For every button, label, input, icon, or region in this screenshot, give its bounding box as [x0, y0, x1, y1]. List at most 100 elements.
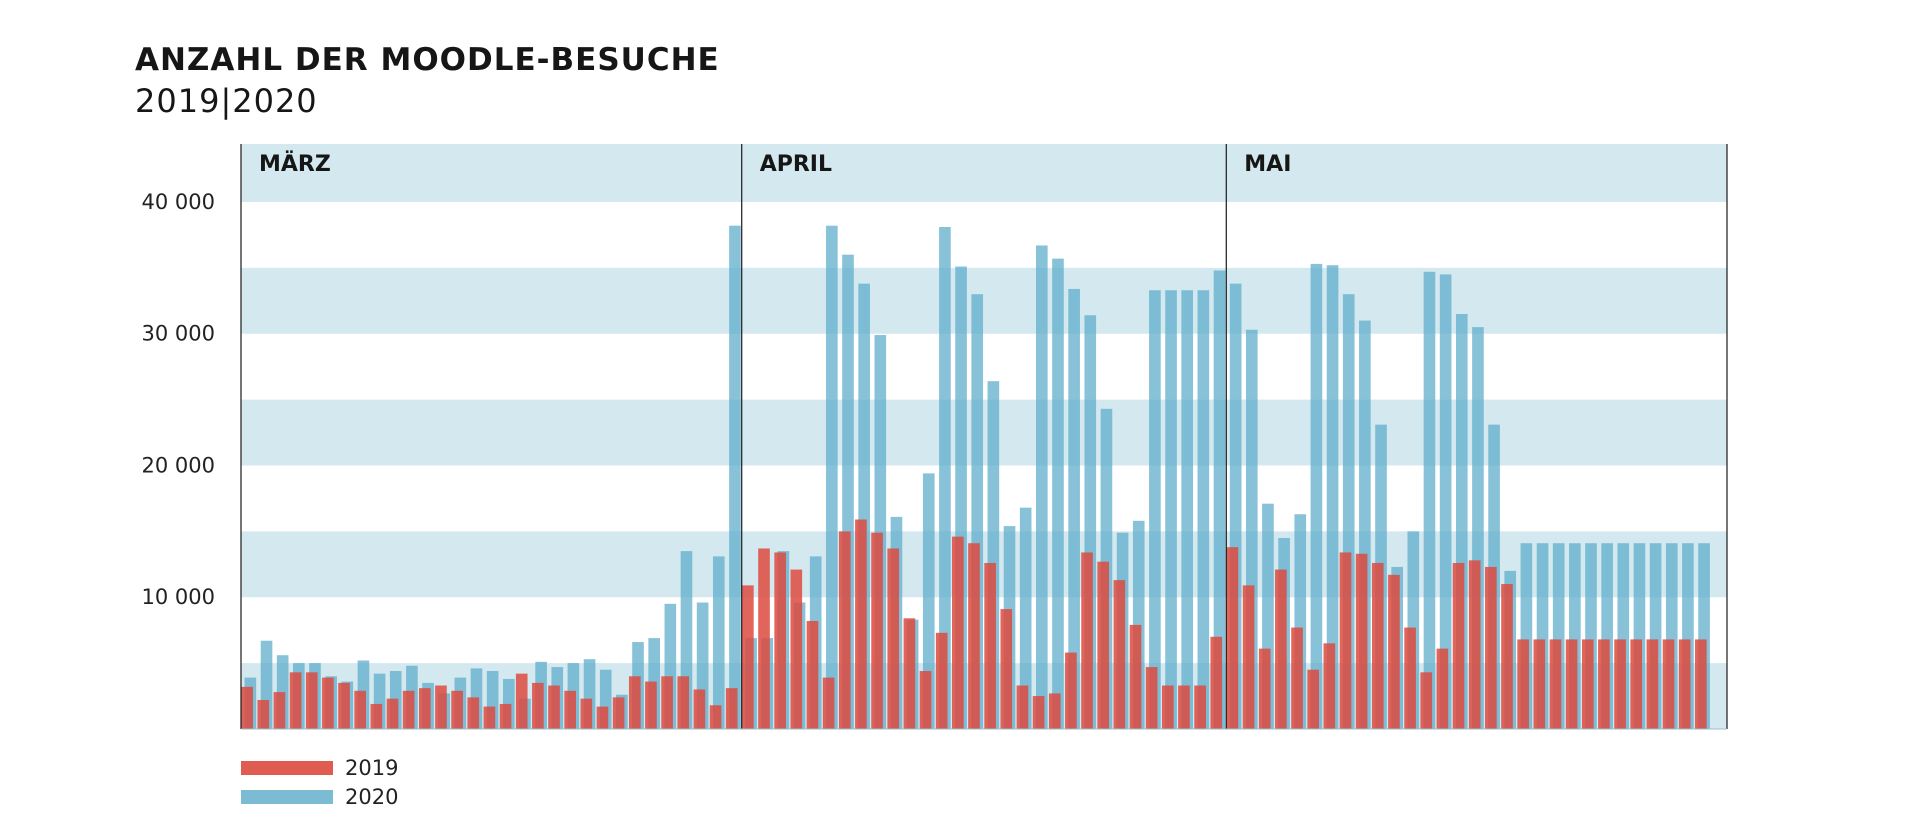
bar-2019-25: [628, 676, 641, 729]
bar-2019-51: [1048, 693, 1061, 729]
bar-2019-7: [338, 682, 350, 729]
bar-2019-59: [1178, 685, 1190, 729]
bar-2019-84: [1581, 639, 1594, 729]
bar-2019-6: [322, 677, 334, 729]
bar-2019-33: [758, 548, 770, 729]
bar-2019-3: [273, 692, 286, 729]
bar-2019-62: [1226, 547, 1239, 729]
bar-2019-90: [1678, 639, 1691, 729]
bar-2019-29: [693, 689, 706, 729]
bar-2019-18: [515, 673, 528, 729]
bar-2019-63: [1242, 585, 1255, 729]
bar-2019-77: [1468, 560, 1481, 729]
bar-2020-49: [1019, 507, 1032, 729]
bar-2019-72: [1388, 574, 1400, 729]
bar-2019-41: [887, 548, 900, 729]
bar-2019-89: [1662, 639, 1675, 729]
bar-2019-70: [1355, 553, 1368, 729]
bar-2020-57: [1149, 290, 1161, 729]
bar-2019-21: [564, 690, 576, 729]
bar-2019-39: [855, 519, 867, 729]
bar-2020-90: [1682, 543, 1694, 729]
series-2019-bars: [241, 519, 1707, 729]
chart-title: ANZAHL DER MOODLE-BESUCHE: [135, 42, 720, 78]
bar-2019-48: [1000, 609, 1013, 729]
bar-2020-58: [1165, 290, 1177, 729]
bar-2020-84: [1585, 543, 1597, 729]
bar-2019-56: [1129, 624, 1142, 729]
bar-2019-57: [1145, 667, 1158, 729]
bar-2019-13: [435, 685, 447, 729]
bar-2019-14: [451, 690, 463, 729]
bar-2020-82: [1552, 543, 1565, 729]
bar-2020-23: [599, 669, 612, 729]
bar-2019-45: [952, 536, 964, 729]
bar-2019-19: [532, 682, 544, 729]
bar-2019-22: [580, 698, 593, 729]
bar-2020-2: [260, 640, 273, 729]
bar-2019-64: [1258, 648, 1271, 729]
bar-2019-24: [612, 697, 625, 729]
bar-2019-91: [1695, 639, 1707, 729]
bar-2020-28: [680, 551, 693, 729]
bar-2019-66: [1291, 627, 1303, 729]
bar-2019-16: [483, 706, 496, 729]
bar-2020-76: [1455, 313, 1468, 729]
bar-2020-68: [1326, 265, 1339, 729]
bar-2019-68: [1323, 643, 1336, 729]
bar-2019-26: [645, 681, 657, 729]
bar-2020-53: [1084, 315, 1097, 729]
bar-2020-91: [1698, 543, 1710, 729]
bar-2020-29: [696, 602, 709, 729]
bar-2019-27: [661, 676, 673, 729]
bar-2019-36: [806, 620, 819, 729]
month-label-2: MAI: [1244, 152, 1291, 177]
bar-2020-46: [971, 294, 984, 729]
bar-2019-87: [1630, 639, 1643, 729]
bar-2019-60: [1194, 685, 1206, 729]
bar-2019-86: [1614, 639, 1626, 729]
bar-2020-44: [939, 227, 951, 729]
bar-2020-62: [1229, 283, 1242, 729]
bar-2020-39: [858, 283, 870, 729]
bar-2020-69: [1342, 294, 1355, 729]
grid-band-2: [241, 399, 1727, 466]
bar-2019-17: [499, 703, 512, 729]
grid-band-3: [241, 267, 1727, 334]
bar-2020-51: [1052, 258, 1064, 729]
bar-2020-37: [826, 225, 838, 729]
bar-2019-78: [1485, 566, 1497, 729]
legend: 2019 2020: [241, 756, 398, 809]
bar-2019-8: [354, 690, 367, 729]
bar-2019-67: [1307, 669, 1319, 729]
bar-2019-50: [1032, 696, 1045, 729]
bar-2019-37: [822, 677, 835, 729]
bar-2019-1: [241, 686, 253, 729]
bar-2019-38: [838, 531, 851, 729]
y-tick-label-3: 40 000: [142, 190, 215, 214]
bar-2020-86: [1617, 543, 1630, 729]
bar-2019-52: [1065, 652, 1077, 729]
bar-2020-85: [1601, 543, 1613, 729]
bar-2019-9: [370, 703, 383, 729]
bar-2020-61: [1213, 270, 1226, 729]
chart-subtitle: 2019|2020: [135, 82, 318, 120]
bar-2020-60: [1197, 290, 1210, 729]
bar-2020-59: [1181, 290, 1194, 729]
bar-2020-74: [1423, 271, 1436, 729]
legend-label-2019: 2019: [345, 756, 398, 780]
bar-2020-77: [1472, 327, 1484, 729]
bar-2020-70: [1359, 320, 1371, 729]
bar-2020-52: [1068, 288, 1080, 729]
bar-2019-11: [402, 690, 415, 729]
bar-2019-42: [903, 618, 916, 729]
bar-2019-49: [1016, 685, 1029, 729]
bar-2019-55: [1113, 580, 1126, 729]
bar-2020-45: [955, 266, 967, 729]
bar-2019-73: [1404, 627, 1416, 729]
bar-2019-30: [709, 705, 722, 729]
bar-2020-22: [583, 659, 596, 729]
bar-2019-74: [1420, 672, 1433, 729]
bar-2020-9: [373, 673, 386, 729]
